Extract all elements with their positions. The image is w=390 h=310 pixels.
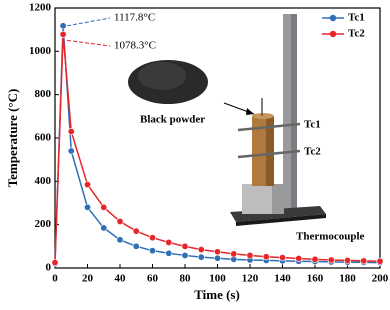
x-tick-label: 80: [180, 273, 192, 285]
legend-marker: [329, 14, 337, 22]
legend-marker: [329, 30, 337, 38]
y-tick-label: 1200: [29, 2, 52, 14]
data-point: [67, 128, 75, 136]
data-point: [230, 250, 238, 258]
data-point: [132, 227, 140, 235]
x-tick-label: 40: [115, 273, 127, 285]
data-point: [214, 254, 222, 262]
data-point: [262, 253, 270, 261]
data-point: [59, 30, 67, 38]
x-axis-label: Time (s): [194, 287, 240, 302]
legend-label: Tc1: [348, 12, 365, 24]
inset-label: Tc1: [304, 119, 321, 131]
data-point: [295, 254, 303, 262]
x-tick-label: 200: [372, 273, 389, 285]
data-point: [311, 255, 319, 263]
annotation-arrow: [67, 17, 111, 27]
data-point: [67, 147, 75, 155]
data-point: [132, 242, 140, 250]
data-point: [278, 254, 286, 262]
data-point: [51, 259, 59, 267]
data-point: [149, 234, 157, 242]
data-point: [116, 217, 124, 225]
x-tick-label: 20: [82, 273, 94, 285]
data-point: [149, 247, 157, 255]
data-point: [181, 251, 189, 259]
x-tick-label: 160: [307, 273, 324, 285]
x-tick-label: 60: [147, 273, 159, 285]
data-point: [214, 248, 222, 256]
annotation: 1078.3°C: [114, 40, 156, 52]
x-tick-label: 100: [209, 273, 226, 285]
inset-label: Black powder: [140, 114, 205, 126]
data-point: [84, 203, 92, 211]
data-point: [376, 257, 384, 265]
series-line: [54, 25, 381, 264]
x-tick-label: 180: [339, 273, 356, 285]
data-point: [100, 203, 108, 211]
annotation-arrow: [67, 39, 111, 47]
data-point: [181, 242, 189, 250]
inset-label: Thermocouple: [296, 231, 365, 243]
y-tick-label: 0: [46, 262, 52, 274]
data-point: [197, 253, 205, 261]
inset-label: Tc2: [304, 146, 321, 158]
illustration: [128, 14, 326, 226]
x-tick-label: 140: [274, 273, 291, 285]
x-tick-label: 0: [52, 273, 58, 285]
legend-label: Tc2: [348, 28, 365, 40]
series-line: [54, 34, 381, 263]
y-tick-label: 200: [35, 218, 52, 230]
data-point: [246, 251, 254, 259]
y-tick-label: 600: [35, 132, 52, 144]
annotation: 1117.8°C: [114, 12, 155, 24]
data-point: [165, 249, 173, 257]
data-point: [165, 238, 173, 246]
data-point: [59, 22, 67, 30]
data-point: [327, 256, 335, 264]
y-tick-label: 400: [35, 175, 52, 187]
data-point: [343, 256, 351, 264]
y-axis-label: Temperature (°C): [5, 89, 20, 188]
data-point: [100, 224, 108, 232]
data-point: [116, 236, 124, 244]
data-point: [197, 246, 205, 254]
data-point: [360, 257, 368, 265]
y-tick-label: 800: [35, 88, 52, 100]
x-tick-label: 120: [242, 273, 259, 285]
y-tick-label: 1000: [29, 45, 52, 57]
data-point: [84, 181, 92, 189]
